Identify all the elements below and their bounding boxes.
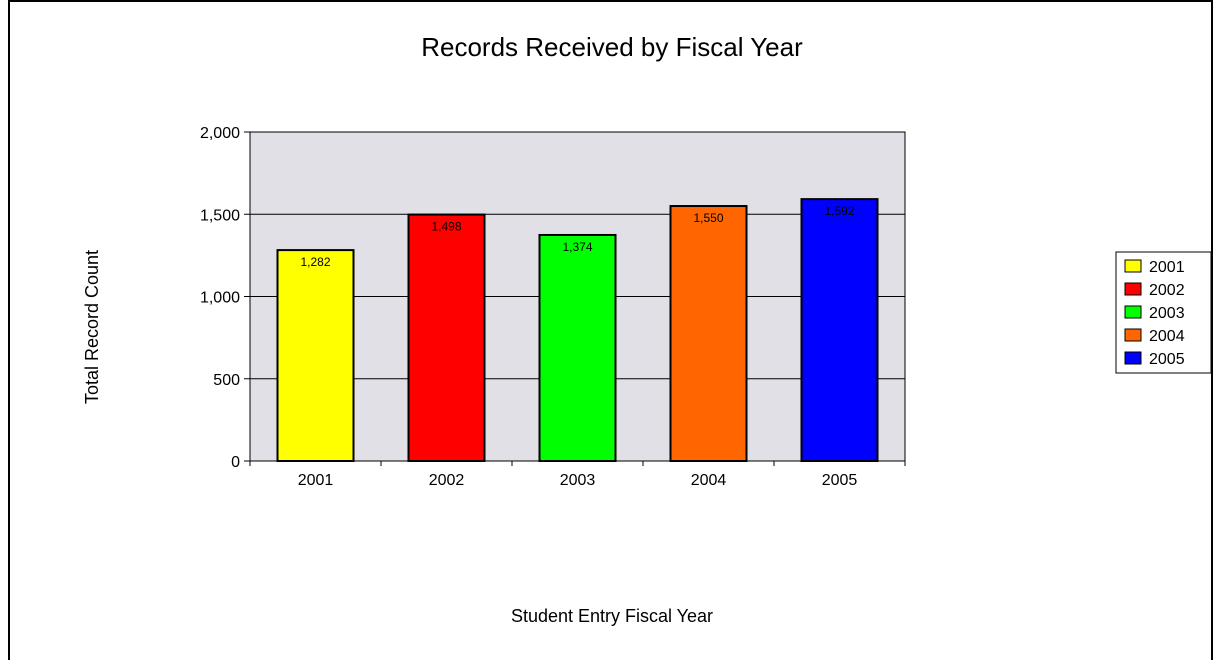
x-axis-title: Student Entry Fiscal Year xyxy=(511,606,713,626)
legend-swatch-2005 xyxy=(1124,351,1142,365)
legend-label-2003: 2003 xyxy=(1149,305,1185,322)
bars: 1,282 1,498 1,374 1,550 1,592 xyxy=(276,198,879,462)
y-tick-label: 0 xyxy=(231,454,240,471)
y-tick-label: 1,500 xyxy=(200,207,240,224)
data-label-2005: 1,592 xyxy=(824,204,854,218)
data-label-2002: 1,498 xyxy=(431,220,461,234)
x-tick-label: 2002 xyxy=(429,472,465,489)
y-tick-label: 500 xyxy=(213,372,240,389)
legend-label-2004: 2004 xyxy=(1149,328,1185,345)
chart-title: Records Received by Fiscal Year xyxy=(421,32,803,62)
bar-2005 xyxy=(800,198,879,462)
x-tick-label: 2001 xyxy=(298,472,334,489)
legend-swatch-2003 xyxy=(1124,305,1142,319)
y-axis-title: Total Record Count xyxy=(82,250,102,404)
x-tick-label: 2003 xyxy=(560,472,596,489)
y-tick-label: 1,000 xyxy=(200,290,240,307)
y-axis: 0 500 1,000 1,500 2,000 xyxy=(200,125,251,471)
y-tick-label: 2,000 xyxy=(200,125,240,142)
legend-label-2002: 2002 xyxy=(1149,282,1185,299)
legend-label-2001: 2001 xyxy=(1149,259,1185,276)
data-label-2004: 1,550 xyxy=(693,211,723,225)
legend-swatch-2002 xyxy=(1124,282,1142,296)
bar-2002 xyxy=(407,213,486,462)
legend: 2001 2002 2003 2004 2005 xyxy=(1115,251,1212,374)
x-tick-label: 2005 xyxy=(822,472,858,489)
bar-2003 xyxy=(538,233,617,462)
bar-2004 xyxy=(669,205,748,462)
data-label-2003: 1,374 xyxy=(562,240,592,254)
data-label-2001: 1,282 xyxy=(300,255,330,269)
legend-label-2005: 2005 xyxy=(1149,351,1185,368)
legend-swatch-2004 xyxy=(1124,328,1142,342)
x-tick-label: 2004 xyxy=(691,472,727,489)
x-axis: 2001 2002 2003 2004 2005 xyxy=(249,460,906,489)
bar-2001 xyxy=(276,249,355,462)
legend-swatch-2001 xyxy=(1124,259,1142,273)
